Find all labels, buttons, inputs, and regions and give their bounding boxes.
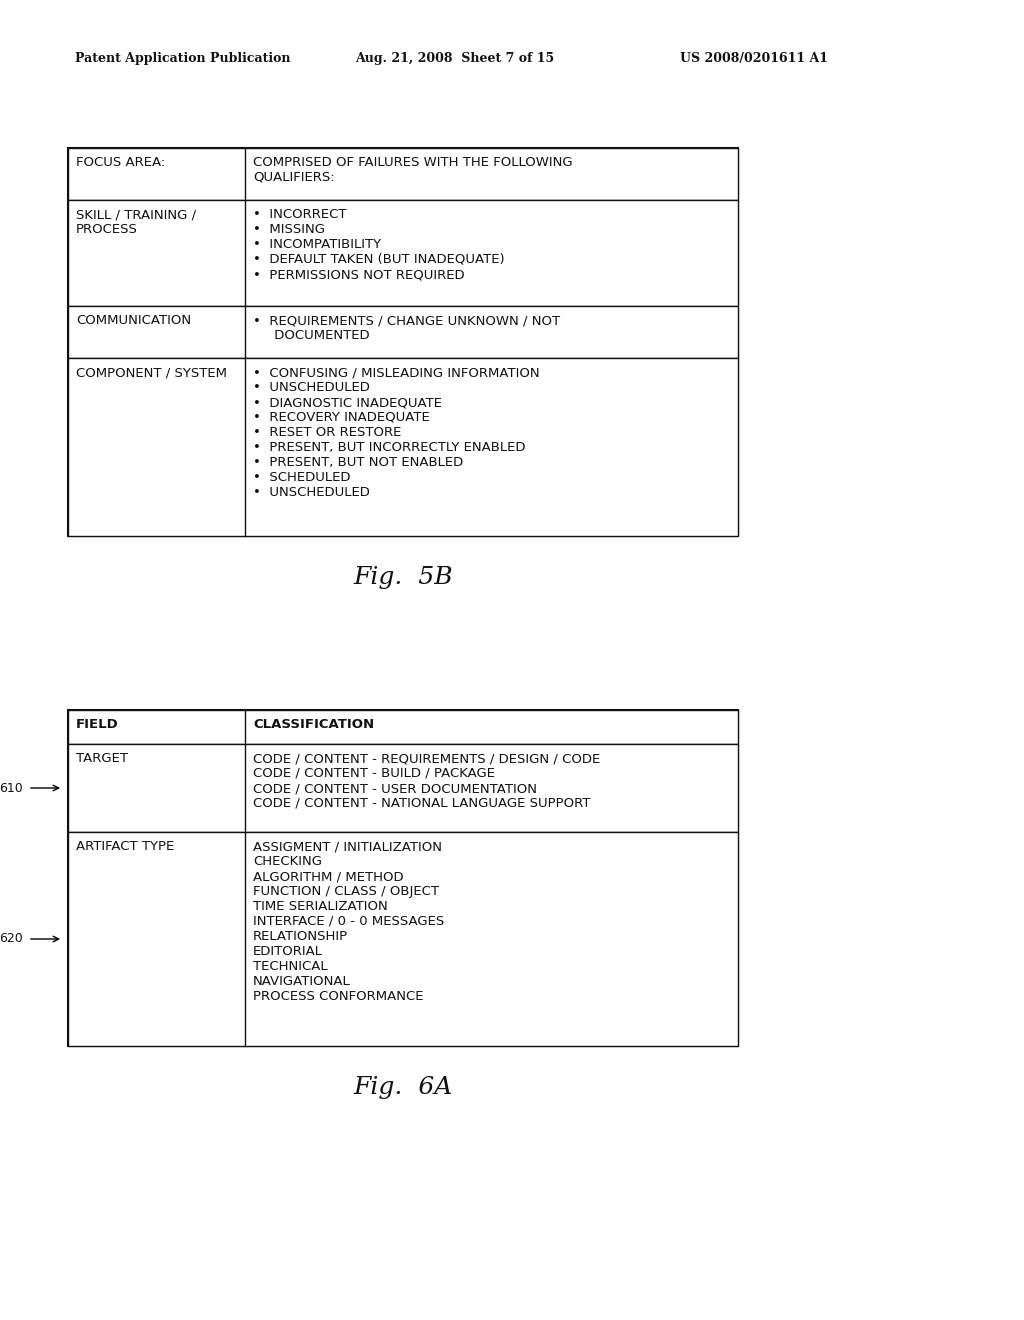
Text: CLASSIFICATION: CLASSIFICATION: [253, 718, 374, 731]
Text: Aug. 21, 2008  Sheet 7 of 15: Aug. 21, 2008 Sheet 7 of 15: [355, 51, 554, 65]
Text: Fig.  5B: Fig. 5B: [353, 566, 453, 589]
Bar: [68, 710, 738, 1045]
Text: FIELD: FIELD: [76, 718, 119, 731]
Text: CODE / CONTENT - REQUIREMENTS / DESIGN / CODE
CODE / CONTENT - BUILD / PACKAGE
C: CODE / CONTENT - REQUIREMENTS / DESIGN /…: [253, 752, 600, 810]
Text: Fig.  6A: Fig. 6A: [353, 1076, 453, 1100]
Text: ASSIGMENT / INITIALIZATION
CHECKING
ALGORITHM / METHOD
FUNCTION / CLASS / OBJECT: ASSIGMENT / INITIALIZATION CHECKING ALGO…: [253, 840, 444, 1003]
Text: •  REQUIREMENTS / CHANGE UNKNOWN / NOT
     DOCUMENTED: • REQUIREMENTS / CHANGE UNKNOWN / NOT DO…: [253, 314, 560, 342]
Bar: [68, 744, 738, 832]
Text: 610: 610: [0, 781, 23, 795]
Text: ARTIFACT TYPE: ARTIFACT TYPE: [76, 840, 174, 853]
Text: 620: 620: [0, 932, 23, 945]
Bar: [68, 306, 738, 358]
Text: Patent Application Publication: Patent Application Publication: [75, 51, 291, 65]
Text: COMPONENT / SYSTEM: COMPONENT / SYSTEM: [76, 366, 227, 379]
Bar: [68, 832, 738, 1045]
Text: SKILL / TRAINING /
PROCESS: SKILL / TRAINING / PROCESS: [76, 209, 197, 236]
Bar: [68, 148, 738, 536]
Text: COMPRISED OF FAILURES WITH THE FOLLOWING
QUALIFIERS:: COMPRISED OF FAILURES WITH THE FOLLOWING…: [253, 156, 572, 183]
Text: •  INCORRECT
•  MISSING
•  INCOMPATIBILITY
•  DEFAULT TAKEN (BUT INADEQUATE)
•  : • INCORRECT • MISSING • INCOMPATIBILITY …: [253, 209, 505, 281]
Text: US 2008/0201611 A1: US 2008/0201611 A1: [680, 51, 828, 65]
Bar: [68, 201, 738, 306]
Text: COMMUNICATION: COMMUNICATION: [76, 314, 191, 327]
Bar: [68, 710, 738, 744]
Text: TARGET: TARGET: [76, 752, 128, 766]
Bar: [68, 358, 738, 536]
Bar: [68, 148, 738, 201]
Text: FOCUS AREA:: FOCUS AREA:: [76, 156, 165, 169]
Text: •  CONFUSING / MISLEADING INFORMATION
•  UNSCHEDULED
•  DIAGNOSTIC INADEQUATE
• : • CONFUSING / MISLEADING INFORMATION • U…: [253, 366, 540, 499]
